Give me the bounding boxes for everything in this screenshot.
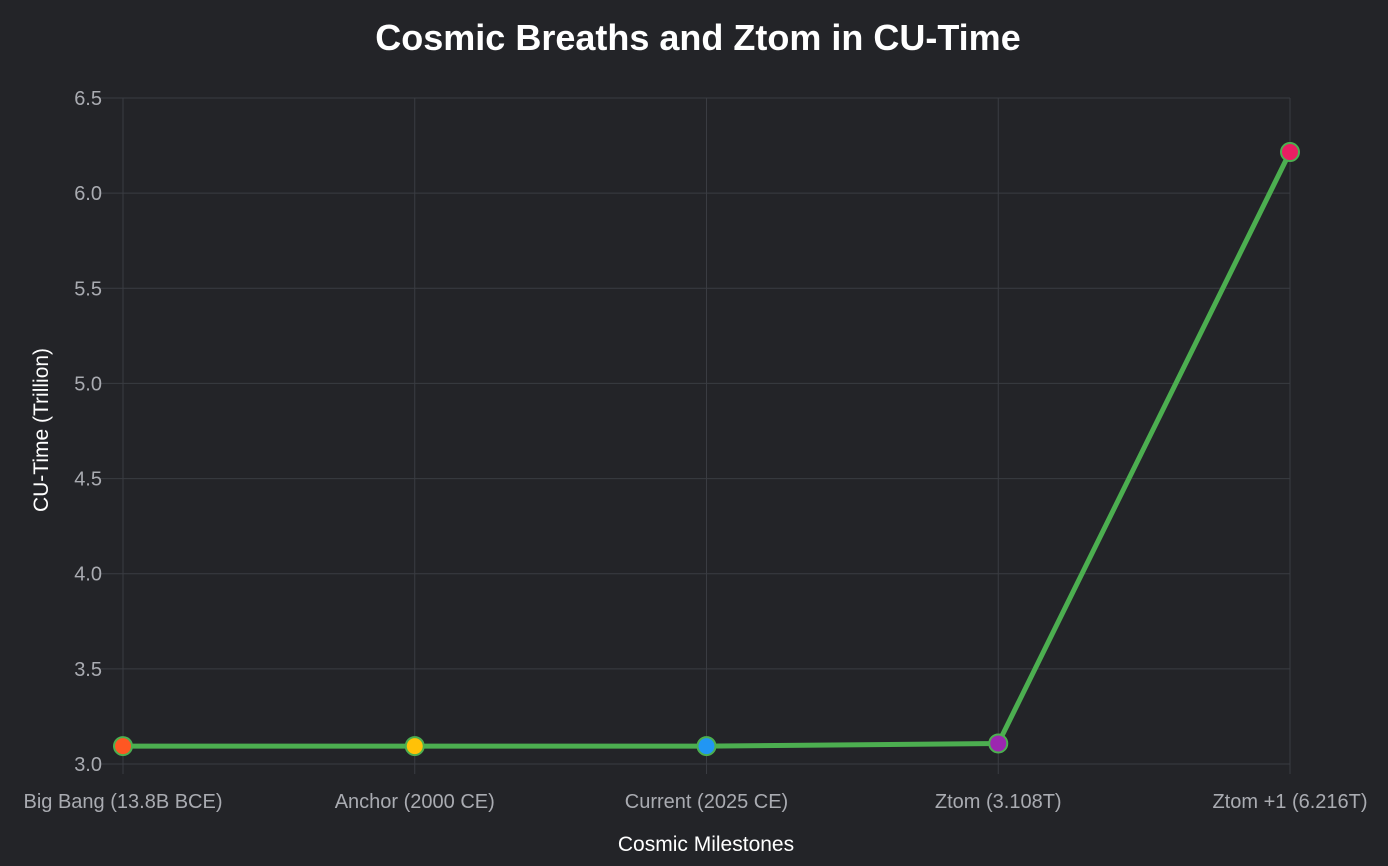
data-point[interactable] [988, 733, 1009, 754]
x-axis-title: Cosmic Milestones [618, 833, 794, 856]
data-point[interactable] [1280, 142, 1300, 163]
y-tick-label: 3.5 [74, 659, 102, 681]
y-tick-label: 6.0 [74, 183, 102, 205]
y-tick-label: 3.0 [74, 754, 102, 776]
y-tick-label: 5.0 [74, 373, 102, 395]
y-axis-ticks: 3.0 3.5 4.0 4.5 5.0 5.5 6.0 6.5 [74, 88, 102, 776]
data-point[interactable] [404, 736, 425, 757]
x-tick-label: Ztom +1 (6.216T) [1212, 791, 1367, 813]
grid [98, 97, 1291, 774]
y-tick-label: 4.0 [74, 564, 102, 586]
x-tick-label: Current (2025 CE) [625, 791, 788, 813]
data-point[interactable] [113, 736, 133, 757]
y-tick-label: 4.5 [74, 469, 102, 491]
y-tick-label: 6.5 [74, 88, 102, 110]
x-tick-label: Anchor (2000 CE) [335, 791, 495, 813]
data-point[interactable] [696, 736, 717, 757]
chart-title: Cosmic Breaths and Ztom in CU-Time [375, 17, 1020, 58]
y-axis-title: CU-Time (Trillion) [30, 348, 53, 512]
series-group [113, 142, 1300, 757]
x-tick-label: Ztom (3.108T) [935, 791, 1062, 813]
y-tick-label: 5.5 [74, 278, 102, 300]
x-axis-ticks: Big Bang (13.8B BCE) Anchor (2000 CE) Curr… [24, 791, 1368, 813]
x-tick-label: Big Bang (13.8B BCE) [24, 791, 223, 813]
